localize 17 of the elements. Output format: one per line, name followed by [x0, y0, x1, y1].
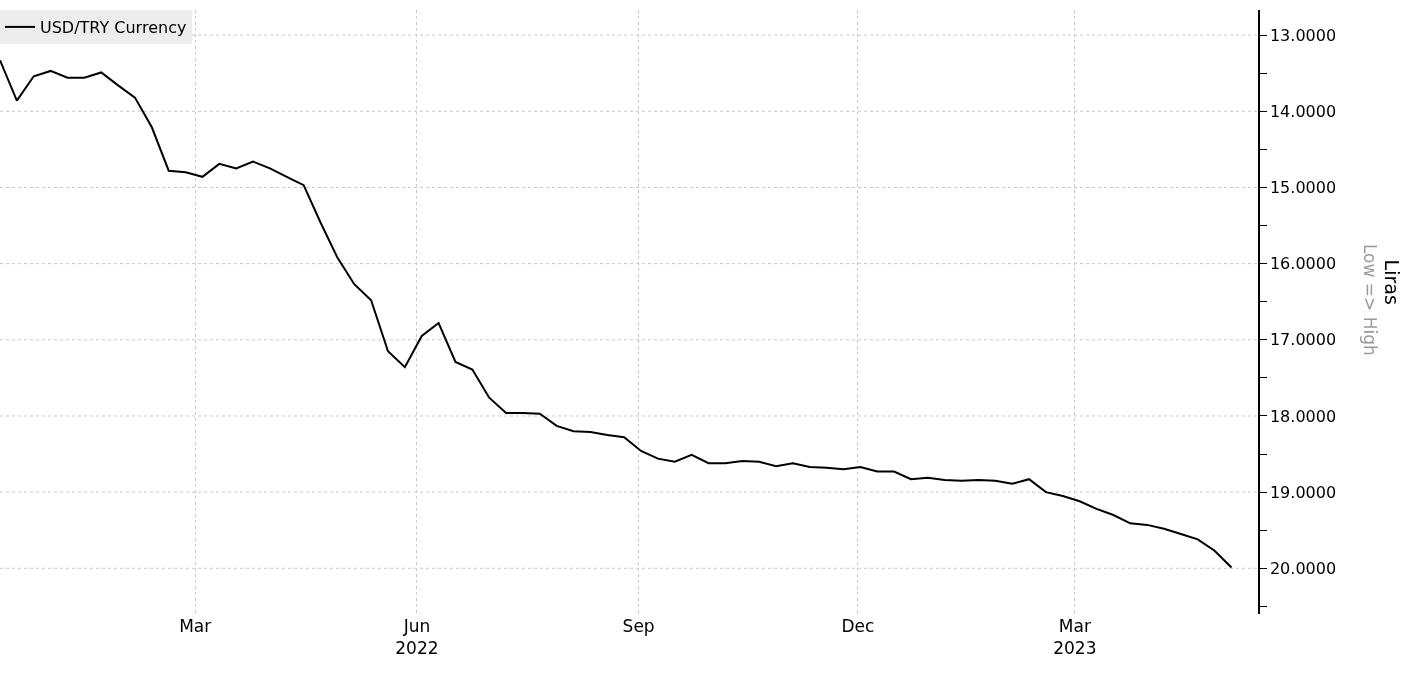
legend-label: USD/TRY Currency: [40, 18, 187, 38]
text: Low => High: [1359, 243, 1380, 356]
x-tick-label: Dec: [841, 616, 875, 636]
y-tick-label: 17.0000: [1269, 330, 1337, 350]
y-tick-label: 19.0000: [1269, 482, 1337, 502]
y-tick-label: 18.0000: [1269, 406, 1337, 426]
x-tick-label: Mar 2023: [1053, 616, 1097, 659]
y-axis-title: Liras: [1380, 259, 1403, 305]
x-tick-label: Mar: [179, 616, 212, 636]
x-tick-label: Jun 2022: [395, 616, 439, 659]
y-tick-label: 16.0000: [1269, 254, 1337, 274]
x-tick-label: Sep: [622, 616, 655, 636]
line-series: [0, 59, 1233, 569]
y-tick-label: 13.0000: [1269, 25, 1337, 45]
y-tick-label: 20.0000: [1269, 558, 1337, 578]
y-tick-label: 15.0000: [1269, 178, 1337, 198]
y-tick-label: 14.0000: [1269, 101, 1337, 121]
